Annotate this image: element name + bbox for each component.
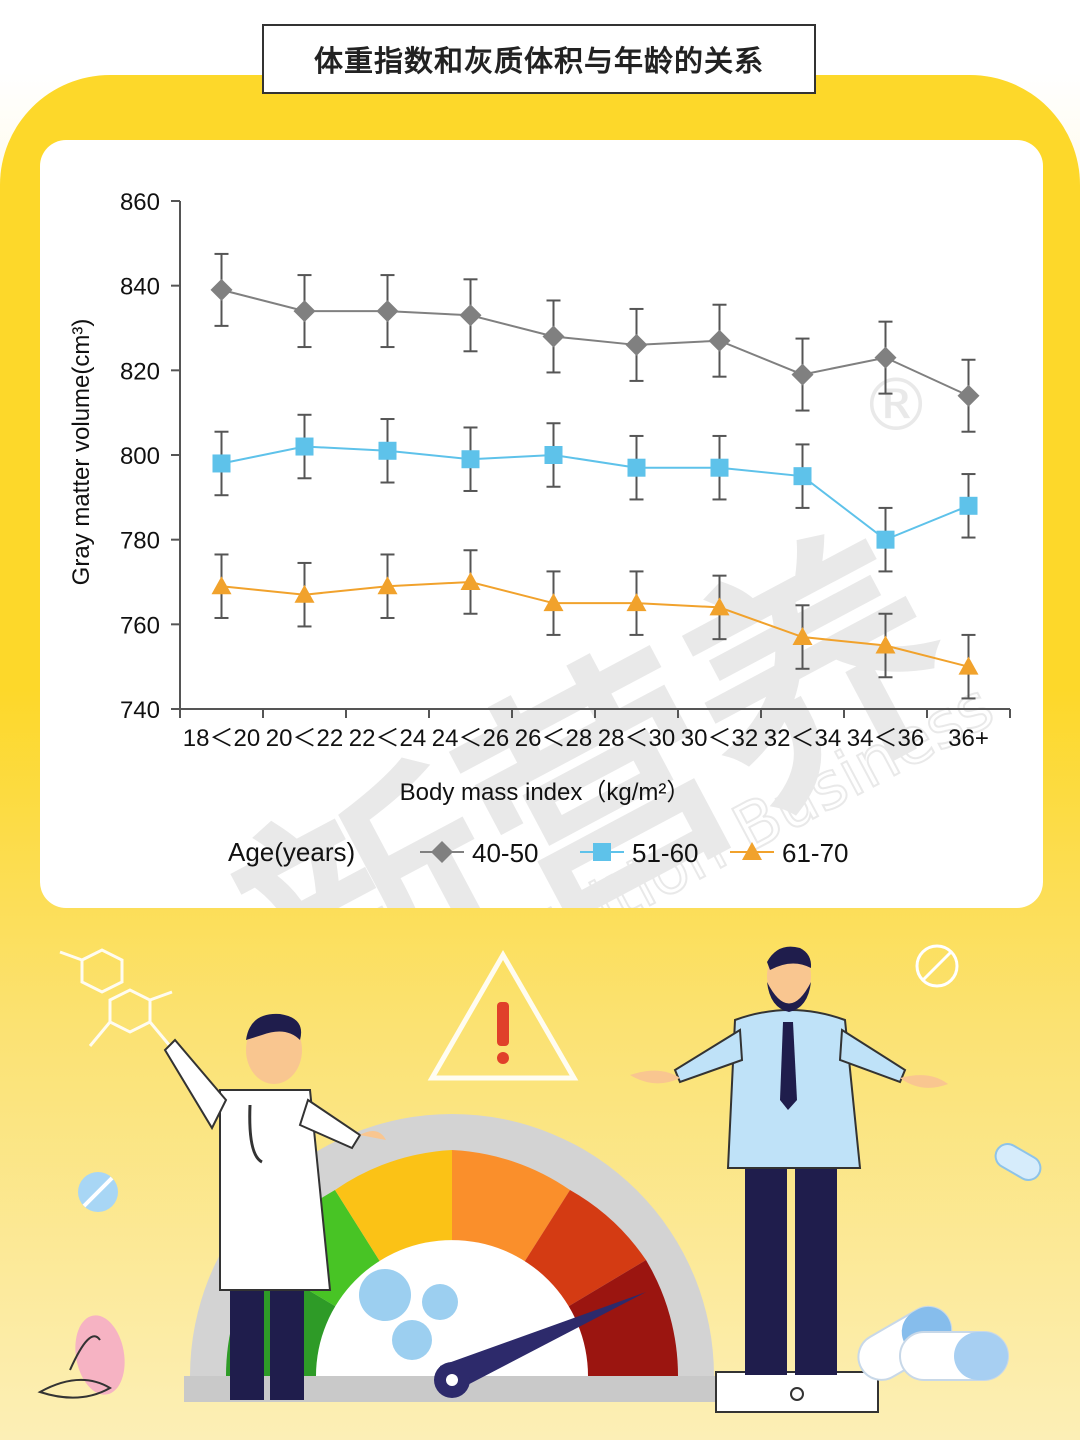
data-point bbox=[874, 346, 897, 369]
x-tick-label: 28＜30 bbox=[598, 725, 675, 752]
y-tick-label: 780 bbox=[120, 528, 160, 555]
data-point bbox=[210, 278, 233, 301]
data-point bbox=[543, 593, 564, 612]
data-point bbox=[708, 329, 731, 352]
chart-card: 新营养 New Nutrition Business ® 740 760 780 80… bbox=[40, 140, 1043, 908]
data-point bbox=[459, 304, 482, 327]
legend-marker bbox=[593, 843, 611, 861]
y-tick-label: 820 bbox=[120, 358, 160, 385]
molecule-icon bbox=[59, 948, 173, 1047]
y-axis-label: Gray matter volume(cm³) bbox=[68, 319, 95, 586]
data-point bbox=[710, 458, 729, 477]
data-point bbox=[876, 530, 895, 549]
data-point bbox=[460, 572, 481, 590]
data-point bbox=[378, 441, 397, 460]
no-sign-icon bbox=[915, 944, 959, 988]
x-tick-label: 24＜26 bbox=[432, 725, 509, 752]
series-line bbox=[221, 445, 969, 541]
data-point bbox=[544, 446, 563, 464]
legend-label: 51-60 bbox=[632, 838, 699, 868]
legend-item-40-50: 40-50 bbox=[420, 838, 539, 868]
doctor-figure bbox=[163, 1013, 386, 1400]
bmi-gauge-illustration bbox=[37, 944, 1042, 1413]
page-title: 体重指数和灰质体积与年龄的关系 bbox=[262, 24, 816, 94]
data-point bbox=[295, 437, 314, 456]
x-tick-label: 30＜32 bbox=[681, 725, 758, 752]
x-tick-label: 32＜34 bbox=[764, 725, 841, 752]
y-tick-label: 740 bbox=[120, 697, 160, 724]
data-point bbox=[791, 363, 814, 386]
y-tick-label: 860 bbox=[120, 189, 160, 216]
x-tick-label: 34＜36 bbox=[847, 725, 924, 752]
capsule-icon-small bbox=[994, 1143, 1042, 1181]
legend-marker bbox=[431, 841, 453, 863]
watermark-reg-mark: ® bbox=[860, 363, 932, 447]
chart-legend: Age(years) 40-50 51-60 61-70 bbox=[228, 837, 849, 868]
data-point bbox=[626, 593, 647, 612]
man-on-scale-figure bbox=[630, 946, 948, 1413]
x-tick-label: 22＜24 bbox=[349, 725, 426, 752]
gear-icon bbox=[359, 1269, 458, 1360]
data-point bbox=[294, 584, 315, 603]
data-point bbox=[293, 300, 316, 323]
data-point bbox=[376, 300, 399, 323]
watermark: 新营养 New Nutrition Business ® bbox=[200, 363, 1007, 908]
x-axis-label: Body mass index（kg/m²） bbox=[400, 779, 691, 806]
data-point bbox=[542, 325, 565, 348]
data-point bbox=[461, 450, 480, 469]
y-tick-label: 800 bbox=[120, 443, 160, 470]
legend-item-51-60: 51-60 bbox=[580, 838, 699, 868]
data-point bbox=[211, 576, 232, 595]
data-point bbox=[625, 333, 648, 356]
warning-triangle-icon bbox=[427, 949, 579, 1081]
gray-matter-line-chart: 新营养 New Nutrition Business ® 740 760 780 80… bbox=[68, 189, 1011, 908]
legend-marker bbox=[742, 842, 762, 860]
legend-label: 40-50 bbox=[472, 838, 539, 868]
legend-label: 61-70 bbox=[782, 838, 849, 868]
y-tick-label: 840 bbox=[120, 274, 160, 301]
series-line bbox=[221, 288, 969, 397]
data-point bbox=[627, 458, 646, 477]
x-tick-label: 36+ bbox=[948, 725, 989, 752]
series-51-60 bbox=[212, 413, 978, 573]
data-point bbox=[793, 467, 812, 486]
legend-item-61-70: 61-70 bbox=[730, 838, 849, 868]
series-40-50 bbox=[210, 252, 980, 433]
data-point bbox=[792, 627, 813, 646]
series-line bbox=[221, 580, 969, 668]
legend-title: Age(years) bbox=[228, 837, 355, 867]
bmi-gauge bbox=[184, 1114, 720, 1402]
data-point bbox=[377, 576, 398, 595]
flower-decoration bbox=[37, 1315, 125, 1399]
x-tick-label: 20＜22 bbox=[266, 725, 343, 752]
plot-area: 740 760 780 800 820 840 860 18＜20 20＜22 22＜24 24＜2… bbox=[120, 189, 1011, 752]
y-tick-label: 760 bbox=[120, 612, 160, 639]
data-point bbox=[957, 384, 980, 407]
data-point bbox=[959, 496, 978, 515]
capsule-icon-large bbox=[857, 1305, 1009, 1381]
pill-icon-left bbox=[78, 1172, 118, 1212]
data-point bbox=[958, 656, 979, 675]
x-tick-label: 18＜20 bbox=[183, 725, 260, 752]
data-point bbox=[212, 454, 231, 473]
data-point bbox=[709, 597, 730, 616]
x-tick-label: 26＜28 bbox=[515, 725, 592, 752]
series-61-70 bbox=[211, 549, 979, 700]
data-point bbox=[875, 635, 896, 654]
